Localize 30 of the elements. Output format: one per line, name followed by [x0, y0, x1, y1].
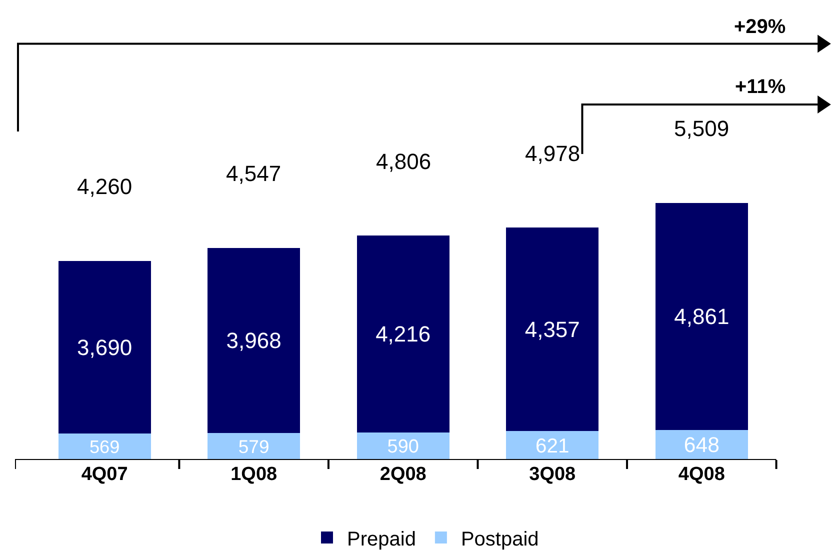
bar	[356, 236, 450, 432]
bar	[58, 261, 151, 434]
legend-label: Prepaid	[347, 528, 416, 550]
data-label: 590	[387, 436, 419, 458]
legend-label: Postpaid	[460, 528, 539, 550]
bar	[506, 228, 599, 432]
bar	[506, 431, 599, 460]
data-label: 579	[238, 436, 270, 457]
data-label: 4,357	[524, 316, 580, 342]
data-label: 3,690	[77, 334, 132, 360]
x-tick-label: 4Q08	[678, 464, 725, 485]
x-tick-label: 2Q08	[380, 464, 426, 485]
data-label: 648	[684, 433, 720, 458]
x-tick-label: 4Q07	[81, 464, 128, 485]
total-label: 4,806	[376, 149, 432, 174]
text: +11%	[735, 76, 786, 98]
total-label: 4,547	[226, 161, 282, 186]
data-label: 4,861	[674, 304, 730, 329]
bar	[208, 248, 300, 433]
x-tick-label: 1Q08	[230, 464, 278, 485]
x-tick-label: 3Q08	[529, 464, 576, 485]
data-label: 621	[536, 435, 570, 458]
total-label: 4,260	[77, 174, 132, 199]
total-label: 4,978	[525, 141, 580, 166]
data-label: 4,216	[376, 322, 431, 347]
data-label: 3,968	[226, 328, 282, 353]
bar	[655, 202, 748, 430]
data-label: 569	[89, 436, 120, 457]
text: +29%	[734, 16, 786, 38]
total-label: 5,509	[674, 116, 730, 141]
